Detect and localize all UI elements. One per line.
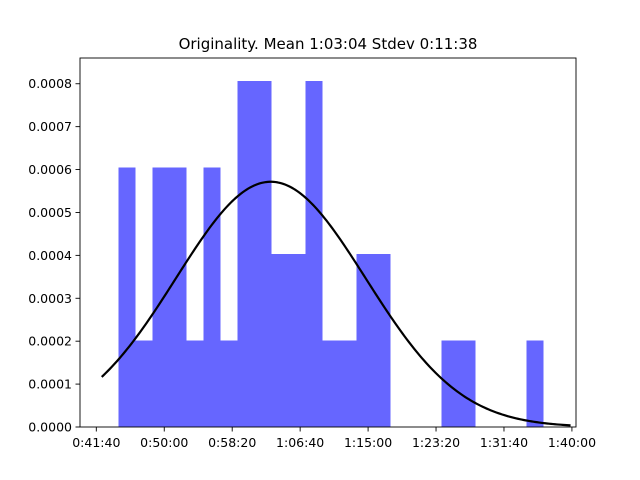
- y-tick-label: 0.0006: [28, 162, 72, 177]
- histogram-bar: [271, 254, 306, 427]
- y-tick-label: 0.0004: [28, 248, 72, 263]
- x-tick-label: 0:41:40: [72, 435, 120, 450]
- histogram-bar: [526, 340, 544, 427]
- x-tick-label: 1:31:40: [480, 435, 528, 450]
- y-tick-label: 0.0003: [28, 291, 72, 306]
- histogram-bars: [118, 81, 544, 428]
- histogram-bar: [186, 340, 204, 427]
- y-tick-label: 0.0007: [28, 119, 72, 134]
- y-tick-label: 0.0001: [28, 377, 72, 392]
- plot-frame: [79, 57, 577, 428]
- x-tick-label: 0:50:00: [140, 435, 188, 450]
- x-tick-label: 1:06:40: [276, 435, 324, 450]
- histogram-bar: [322, 340, 357, 427]
- x-axis: 0:41:40 0:50:00 0:58:20 1:06:40 1:15:00 1:23:…: [72, 427, 596, 450]
- histogram-bar: [152, 167, 187, 428]
- histogram-bar: [118, 167, 136, 428]
- histogram-bar: [220, 340, 238, 427]
- histogram-bar: [135, 340, 153, 427]
- histogram-bar: [305, 81, 323, 427]
- y-tick-label: 0.0005: [28, 205, 72, 220]
- x-tick-label: 0:58:20: [208, 435, 256, 450]
- histogram-bar: [356, 254, 391, 427]
- chart-title: Originality. Mean 1:03:04 Stdev 0:11:38: [179, 35, 478, 53]
- x-tick-label: 1:40:00: [548, 435, 596, 450]
- normal-curve-layer: [100, 180, 571, 427]
- normal-distribution-curve: [100, 180, 571, 427]
- y-tick-label: 0.0002: [28, 334, 72, 349]
- y-axis: 0.0000 0.0001 0.0002 0.0003 0.0004 0.0005 0.00…: [28, 76, 80, 435]
- histogram-bar: [203, 167, 221, 428]
- x-tick-label: 1:15:00: [344, 435, 392, 450]
- x-tick-label: 1:23:20: [412, 435, 460, 450]
- y-tick-label: 0.0008: [28, 76, 72, 91]
- histogram-bar: [237, 81, 272, 427]
- y-tick-label: 0.0000: [28, 420, 72, 435]
